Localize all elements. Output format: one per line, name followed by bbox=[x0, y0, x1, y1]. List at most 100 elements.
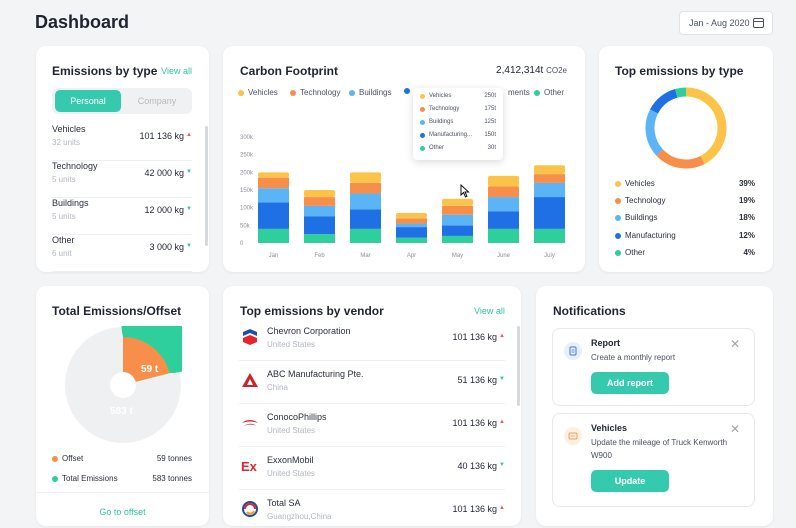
update-button[interactable]: Update bbox=[591, 470, 669, 492]
view-all-link[interactable]: View all bbox=[474, 306, 505, 316]
legend-item: Other bbox=[534, 88, 564, 97]
trend-down-icon: ▼ bbox=[499, 462, 505, 468]
vendor-name: Total SA bbox=[267, 498, 301, 508]
card-title: Top emissions by type bbox=[615, 64, 744, 78]
legend-swatch bbox=[615, 232, 621, 239]
y-tick-label: 200k bbox=[240, 170, 254, 176]
notification-desc: Update the mileage of Truck Kenworth W90… bbox=[591, 438, 728, 460]
legend-swatch bbox=[404, 88, 410, 94]
card-title: Carbon Footprint bbox=[240, 64, 338, 78]
item-units: 32 units bbox=[52, 138, 81, 147]
card-title: Notifications bbox=[553, 304, 626, 318]
offset-slice-label: 59 t bbox=[141, 364, 159, 375]
item-value: 42 000 kg bbox=[144, 168, 184, 178]
trend-down-icon: ▼ bbox=[186, 243, 192, 249]
total-footprint: 2,412,314t CO2e bbox=[496, 65, 567, 76]
calendar-icon bbox=[753, 18, 764, 28]
bar-segment bbox=[304, 234, 335, 243]
close-icon[interactable]: ✕ bbox=[729, 337, 740, 351]
vehicle-icon bbox=[564, 427, 582, 445]
y-tick-label: 150k bbox=[240, 188, 254, 194]
bar-segment bbox=[396, 237, 427, 243]
bar-segment bbox=[258, 172, 289, 178]
trend-down-icon: ▼ bbox=[499, 376, 505, 382]
notification-title: Vehicles bbox=[591, 423, 628, 433]
bar-segment bbox=[396, 223, 427, 228]
scrollbar[interactable] bbox=[205, 126, 208, 246]
table-row[interactable]: ConocoPhillips United States 101 136 kg … bbox=[239, 404, 505, 447]
item-name: Vehicles bbox=[52, 124, 86, 134]
vendor-value: 101 136 kg bbox=[452, 504, 497, 514]
stacked-bar-chart: 0 50k 100k 150k 200k 250k 300k Jan Feb Mar Apr May J… bbox=[240, 135, 565, 259]
notification-item: Report Create a monthly report ✕ Add rep… bbox=[552, 328, 755, 406]
bar-segment bbox=[304, 190, 335, 198]
table-row[interactable]: Total SA Guangzhou,China 101 136 kg ▲ bbox=[239, 490, 505, 526]
x-tick-label: May bbox=[452, 253, 463, 259]
legend-row: Manufacturing 12% bbox=[615, 231, 755, 240]
bar-segment bbox=[534, 228, 565, 243]
list-item[interactable]: Technology 5 units 42 000 kg ▼ bbox=[52, 161, 192, 198]
donut-slice bbox=[650, 89, 678, 114]
tooltip-swatch bbox=[420, 93, 425, 99]
legend-item: Buildings bbox=[349, 88, 391, 97]
bar-segment bbox=[258, 202, 289, 229]
vendor-value: 51 136 kg bbox=[457, 375, 497, 385]
legend-pct: 19% bbox=[738, 196, 755, 205]
bar-segment bbox=[442, 214, 473, 226]
item-value: 12 000 kg bbox=[144, 205, 184, 215]
add-report-button[interactable]: Add report bbox=[591, 372, 669, 394]
notifications-card: Notifications Report Create a monthly re… bbox=[536, 286, 773, 526]
bar-segment bbox=[488, 197, 519, 212]
item-name: Other bbox=[52, 235, 75, 245]
legend-swatch bbox=[52, 475, 58, 482]
legend-label: Manufacturing bbox=[625, 231, 676, 240]
legend-label: Technology bbox=[300, 88, 341, 97]
legend-row: Technology 19% bbox=[615, 196, 755, 205]
vendor-card: Top emissions by vendor View all Chevron… bbox=[223, 286, 521, 526]
vendor-name: ABC Manufacturing Pte. bbox=[267, 369, 364, 379]
list-item[interactable]: Vehicles 32 units 101 136 kg ▲ bbox=[52, 124, 192, 161]
list-item[interactable]: Other 6 unit 3 000 kg ▼ bbox=[52, 235, 192, 272]
legend-pct: 12% bbox=[738, 231, 755, 240]
bar-segment bbox=[488, 186, 519, 198]
donut-slice bbox=[675, 87, 687, 98]
type-toggle: Personal Company bbox=[52, 88, 192, 114]
bar-segment bbox=[488, 175, 519, 187]
legend-item: Vehicles bbox=[238, 88, 278, 97]
offset-pie-chart bbox=[65, 326, 182, 443]
table-row[interactable]: ABC Manufacturing Pte. China 51 136 kg ▼ bbox=[239, 361, 505, 404]
legend-swatch bbox=[615, 197, 621, 204]
notification-item: Vehicles Update the mileage of Truck Ken… bbox=[552, 413, 755, 507]
item-value: 101 136 kg bbox=[139, 131, 184, 141]
legend-label: Buildings bbox=[625, 213, 658, 222]
legend-swatch bbox=[52, 455, 58, 462]
bar-segment bbox=[258, 228, 289, 243]
scrollbar[interactable] bbox=[517, 326, 520, 406]
view-all-link[interactable]: View all bbox=[161, 66, 192, 76]
donut-slice bbox=[645, 109, 664, 156]
vendor-name: Chevron Corporation bbox=[267, 326, 351, 336]
legend-label: Total Emissions bbox=[62, 474, 118, 483]
table-row[interactable]: Ex ExxonMobil United States 40 136 kg ▼ bbox=[239, 447, 505, 490]
donut-slice bbox=[656, 149, 705, 169]
total-slice-label: 583 t bbox=[110, 406, 133, 417]
y-tick-label: 50k bbox=[240, 223, 251, 229]
go-to-offset-link[interactable]: Go to offset bbox=[99, 507, 146, 517]
tooltip-label: Buildings bbox=[429, 119, 454, 125]
tab-personal[interactable]: Personal bbox=[55, 90, 121, 112]
y-tick-label: 300k bbox=[240, 135, 254, 141]
tooltip-label: Vehicles bbox=[429, 93, 452, 99]
trend-up-icon: ▲ bbox=[499, 333, 505, 339]
table-row[interactable]: Chevron Corporation United States 101 13… bbox=[239, 318, 505, 361]
close-icon[interactable]: ✕ bbox=[729, 422, 740, 436]
trend-up-icon: ▲ bbox=[499, 505, 505, 511]
tab-company[interactable]: Company bbox=[137, 96, 177, 106]
type-donut-chart bbox=[645, 87, 727, 169]
list-item[interactable]: Buildings 5 units 12 000 kg ▼ bbox=[52, 198, 192, 235]
x-tick-label: July bbox=[544, 253, 555, 259]
legend-pct: 39% bbox=[738, 179, 755, 188]
bar-segment bbox=[350, 228, 381, 243]
cursor-icon bbox=[460, 184, 470, 198]
date-range-picker[interactable]: Jan - Aug 2020 bbox=[679, 11, 773, 35]
tooltip-label: Technology bbox=[429, 106, 460, 112]
